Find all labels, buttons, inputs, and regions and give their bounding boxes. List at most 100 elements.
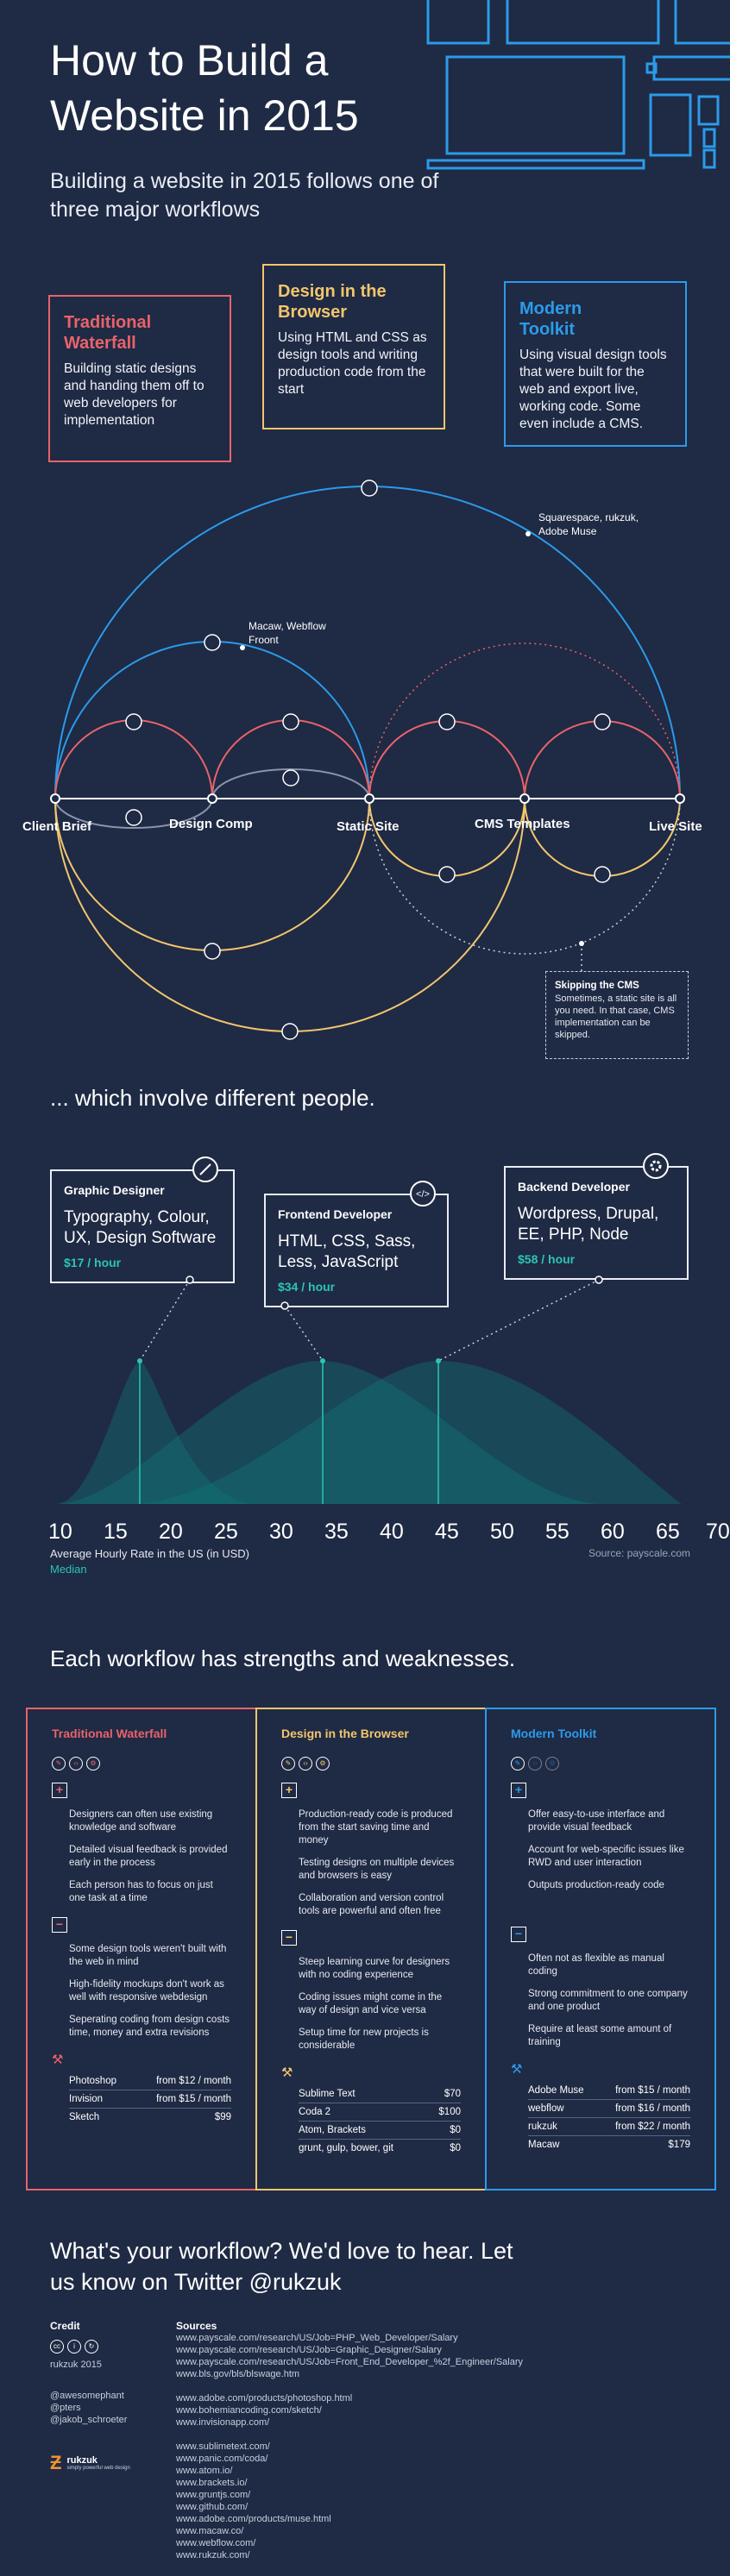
source-link[interactable]: www.panic.com/coda/ [176, 2454, 268, 2464]
credit-person: @awesomephant [50, 2391, 124, 2401]
sources-title: Sources [176, 2320, 217, 2332]
con-item: Steep learning curve for designers with … [299, 1957, 450, 1980]
source-link[interactable]: www.brackets.io/ [176, 2478, 248, 2488]
pencil-icon [192, 1156, 218, 1182]
gear-icon: ⚙ [86, 1757, 100, 1771]
tool-row: Sketch $99 [69, 2109, 231, 2126]
tick-label: 25 [214, 1520, 238, 1544]
tool-name: Atom, Brackets [299, 2125, 366, 2135]
minus-icon: − [52, 1917, 67, 1933]
source-link[interactable]: www.bohemiancoding.com/sketch/ [176, 2405, 322, 2416]
x-axis-ticks: 10 15 20 25 30 35 40 45 50 55 60 65 70 [48, 1520, 730, 1547]
pencil-icon: ✎ [52, 1757, 66, 1771]
by-icon: i [67, 2340, 81, 2353]
code-icon: ‹› [299, 1757, 312, 1771]
tool-row: webflow from $16 / month [528, 2100, 690, 2118]
source-link[interactable]: www.payscale.com/research/US/Job=Front_E… [176, 2357, 524, 2367]
plus-icon: + [52, 1783, 67, 1798]
gear-icon: ⚙ [545, 1757, 559, 1771]
skip-cms-note: Skipping the CMS Sometimes, a static sit… [545, 971, 689, 1059]
brand-name: rukzuk [66, 2455, 98, 2466]
tick-label: 45 [435, 1520, 459, 1544]
source-link[interactable]: www.sublimetext.com/ [176, 2441, 270, 2452]
credit-title: Credit [50, 2320, 80, 2332]
role-skills: Typography, Colour, UX, Design Software [64, 1208, 217, 1247]
role-card-frontend-developer: Frontend Developer HTML, CSS, Sass, Less… [264, 1194, 449, 1307]
people-heading: ... which involve different people. [50, 1085, 375, 1111]
pencil-icon: ✎ [511, 1757, 525, 1771]
source-link[interactable]: www.github.com/ [176, 2502, 249, 2512]
card-title: Design in the Browser [278, 282, 387, 322]
source-link[interactable]: www.payscale.com/research/US/Job=Graphic… [176, 2345, 442, 2355]
con-item: Coding issues might come in the way of d… [299, 1992, 443, 2015]
role-icons: ✎ ‹› ⚙ [52, 1754, 231, 1771]
compare-heading: Each workflow has strengths and weakness… [50, 1645, 516, 1671]
tools-icon: ⚒ [281, 2065, 293, 2080]
rate-distribution-chart [55, 1275, 682, 1504]
source-link[interactable]: www.bls.gov/bls/blswage.htm [176, 2369, 300, 2379]
page-title: How to Build a Website in 2015 [50, 36, 359, 140]
tool-row: grunt, gulp, bower, git $0 [299, 2140, 461, 2157]
source-link[interactable]: www.macaw.co/ [176, 2526, 244, 2536]
col-title: Modern Toolkit [511, 1727, 597, 1740]
col-title: Design in the Browser [281, 1727, 409, 1740]
tick-label: 30 [269, 1520, 293, 1544]
tool-row: Coda 2 $100 [299, 2103, 461, 2122]
tick-label: 60 [601, 1520, 625, 1544]
compare-col-waterfall: Traditional Waterfall ✎ ‹› ⚙ + Designers c… [26, 1708, 257, 2191]
code-icon: ‹› [528, 1757, 542, 1771]
source-link[interactable]: www.gruntjs.com/ [176, 2490, 251, 2500]
source-link[interactable]: www.atom.io/ [176, 2466, 233, 2476]
tool-row: Photoshop from $12 / month [69, 2072, 231, 2090]
tool-row: Atom, Brackets $0 [299, 2122, 461, 2140]
license-icons: cc i ↻ [50, 2337, 179, 2353]
con-item: Often not as flexible as manual coding [528, 1953, 664, 1977]
devices-illustration [426, 0, 730, 170]
tool-price: from $15 / month [156, 2094, 231, 2104]
pro-item: Each person has to focus on just one tas… [69, 1880, 213, 1903]
source-link[interactable]: www.webflow.com/ [176, 2538, 256, 2548]
source-link[interactable]: www.rukzuk.com/ [176, 2550, 250, 2560]
stage-client-brief: Client Brief [22, 819, 92, 834]
source-link[interactable]: www.adobe.com/products/muse.html [176, 2514, 331, 2524]
tool-price: $70 [444, 2089, 461, 2099]
tool-note-toolkit: Squarespace, rukzuk, Adobe Muse [538, 511, 639, 537]
brand-logo: Ƶ rukzuk simply powerful web design [50, 2452, 179, 2474]
source-link[interactable]: www.payscale.com/research/US/Job=PHP_Web… [176, 2333, 458, 2343]
pro-item: Outputs production-ready code [528, 1880, 664, 1890]
con-item: Setup time for new projects is considera… [299, 2028, 429, 2051]
role-title: Frontend Developer [278, 1207, 393, 1221]
card-design-in-browser: Design in the Browser Using HTML and CSS… [262, 264, 445, 429]
card-traditional-waterfall: Traditional Waterfall Building static de… [48, 295, 231, 462]
card-title: Modern Toolkit [519, 299, 582, 339]
role-card-graphic-designer: Graphic Designer Typography, Colour, UX,… [50, 1169, 235, 1283]
skip-cms-desc: Sometimes, a static site is all you need… [555, 993, 677, 1040]
tool-name: Invision [69, 2094, 103, 2104]
minus-icon: − [281, 1930, 297, 1946]
tool-name: Photoshop [69, 2076, 116, 2086]
source-link[interactable]: www.invisionapp.com/ [176, 2417, 270, 2428]
tool-price: from $22 / month [615, 2122, 690, 2132]
tool-price: $0 [450, 2143, 461, 2153]
tool-row: Adobe Muse from $15 / month [528, 2082, 690, 2100]
card-title: Traditional Waterfall [64, 313, 152, 353]
gear-icon: ⚙ [316, 1757, 330, 1771]
brand-tag: simply powerful web design [66, 2466, 130, 2471]
tool-price: from $15 / month [615, 2085, 690, 2096]
tool-price: $99 [214, 2112, 231, 2122]
tool-name: Macaw [528, 2140, 560, 2150]
tool-name: Coda 2 [299, 2107, 331, 2117]
pro-item: Detailed visual feedback is provided ear… [69, 1845, 228, 1868]
tick-label: 35 [324, 1520, 349, 1544]
share-icon: ↻ [85, 2340, 98, 2353]
tool-name: rukzuk [528, 2122, 557, 2132]
tick-label: 70 [706, 1520, 730, 1544]
role-rate: $34 / hour [278, 1280, 336, 1294]
role-rate: $58 / hour [518, 1252, 576, 1266]
role-card-backend-developer: Backend Developer Wordpress, Drupal, EE,… [504, 1166, 689, 1280]
tool-name: Sublime Text [299, 2089, 356, 2099]
source-label: Source: payscale.com [588, 1547, 691, 1559]
source-link[interactable]: www.adobe.com/products/photoshop.html [176, 2393, 353, 2404]
tool-price: $179 [668, 2140, 690, 2150]
tool-price: $0 [450, 2125, 461, 2135]
